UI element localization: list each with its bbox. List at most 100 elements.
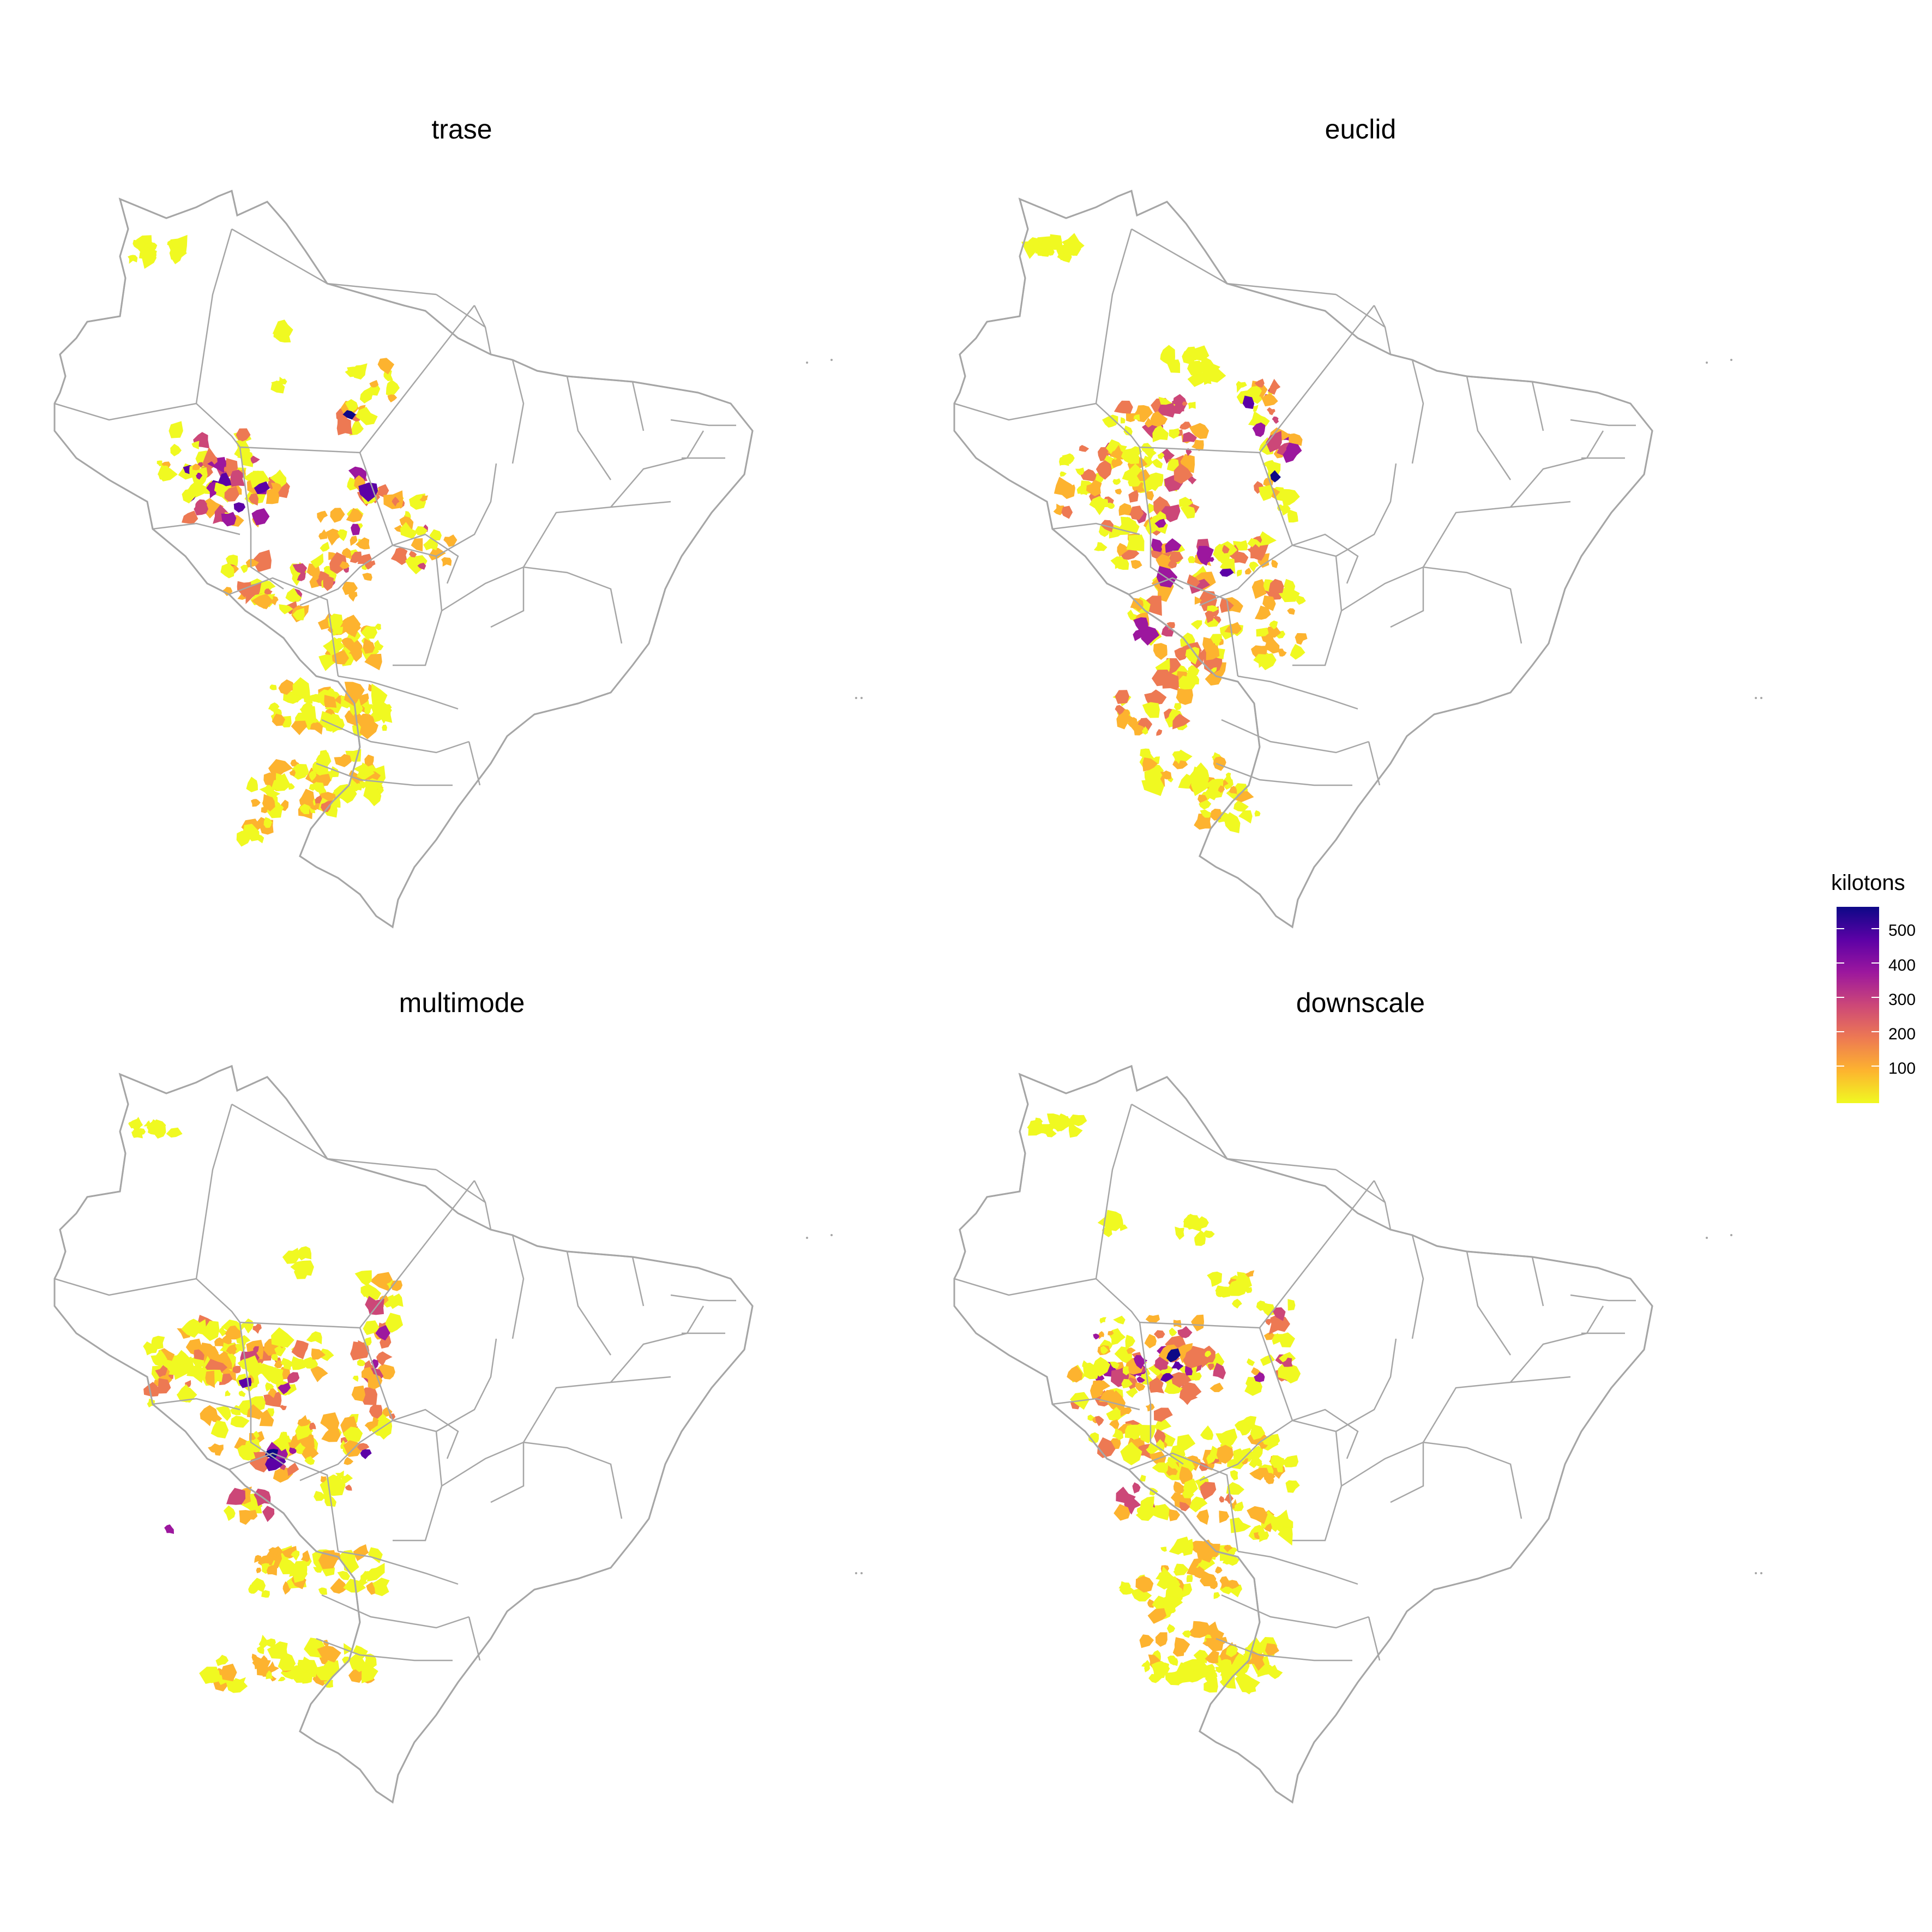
municipality-patch <box>297 573 306 581</box>
municipality-patches <box>128 1117 404 1693</box>
municipality-patch <box>167 240 173 246</box>
municipality-patch <box>1070 1114 1087 1127</box>
municipality-patch <box>1225 1646 1238 1658</box>
municipality-patch <box>1112 1428 1124 1441</box>
municipality-patch <box>1161 504 1181 522</box>
municipality-patch <box>1264 534 1272 542</box>
municipality-patch <box>267 1388 277 1398</box>
municipality-patch <box>356 537 370 550</box>
municipality-patch <box>1120 417 1126 424</box>
municipality-patch <box>1206 1638 1224 1652</box>
municipality-patch <box>369 380 379 388</box>
municipality-patch-high <box>342 410 356 420</box>
municipality-patch <box>1216 1445 1234 1464</box>
state-border <box>1466 1251 1512 1356</box>
municipality-patch <box>1155 1572 1168 1582</box>
municipality-patch <box>1109 1361 1120 1369</box>
state-border <box>359 1180 475 1328</box>
municipality-patch <box>1140 748 1151 759</box>
state-border <box>1411 359 1424 464</box>
state-border <box>231 1103 328 1160</box>
municipality-patch <box>1117 543 1129 557</box>
municipality-patch <box>1153 1330 1165 1339</box>
municipality-patch <box>1122 1366 1130 1376</box>
municipality-patch <box>304 1456 315 1465</box>
island-marker <box>1730 1234 1732 1236</box>
municipality-patch <box>236 428 251 443</box>
municipality-patch <box>350 777 358 791</box>
municipality-patch <box>276 326 290 337</box>
municipality-patch <box>318 529 328 540</box>
municipality-patch <box>1289 433 1303 446</box>
municipality-patch <box>209 456 218 465</box>
state-border <box>1292 556 1343 666</box>
state-border <box>1139 1322 1184 1465</box>
state-border <box>1292 1409 1359 1459</box>
municipality-patch-high <box>1154 519 1166 528</box>
municipality-patch <box>237 1355 258 1370</box>
municipality-patch <box>1092 1357 1111 1377</box>
municipality-patch <box>1200 1482 1217 1500</box>
municipality-patch <box>1187 476 1197 485</box>
municipality-patch <box>361 1662 378 1683</box>
state-border <box>327 1158 437 1171</box>
municipality-patch <box>133 239 146 251</box>
state-border <box>1096 1278 1260 1329</box>
state-border <box>1466 376 1512 480</box>
state-borders <box>54 228 736 786</box>
municipality-patch <box>151 1349 167 1367</box>
municipality-patch <box>364 653 382 671</box>
municipality-patch <box>266 1670 273 1680</box>
municipality-patch <box>158 465 178 482</box>
municipality-patch <box>1095 1416 1104 1427</box>
municipality-patch <box>1172 713 1191 730</box>
municipality-patch <box>348 592 358 602</box>
municipality-patch <box>1150 411 1168 427</box>
municipality-patch <box>408 551 417 558</box>
municipality-patch <box>364 714 375 727</box>
municipality-patch <box>419 495 429 502</box>
state-border <box>321 719 470 754</box>
municipality-patch <box>271 381 281 388</box>
municipality-patch <box>1171 1372 1192 1388</box>
state-border <box>490 567 525 628</box>
state-border <box>321 1594 470 1629</box>
municipality-patch <box>1140 1496 1154 1513</box>
municipality-patch <box>1182 431 1197 443</box>
municipality-patch <box>361 1367 374 1381</box>
municipality-patch <box>306 1331 322 1345</box>
municipality-patch <box>1236 381 1247 393</box>
municipality-patch <box>259 1409 274 1427</box>
municipality-patch <box>374 640 384 651</box>
municipality-patch <box>376 786 384 794</box>
municipality-patch <box>1060 471 1067 477</box>
municipality-patch <box>428 547 446 561</box>
municipality-patch <box>237 1445 256 1461</box>
municipality-patch <box>203 1668 220 1683</box>
municipality-patch <box>1120 1224 1128 1231</box>
municipality-patch <box>1179 497 1194 507</box>
municipality-patch <box>1273 1457 1284 1468</box>
municipality-patch <box>1190 620 1202 630</box>
municipality-patch <box>367 1563 385 1582</box>
municipality-patch <box>1156 1670 1166 1678</box>
municipality-patch <box>230 1416 250 1428</box>
municipality-patch <box>274 1345 283 1356</box>
municipality-patch <box>1247 544 1262 559</box>
municipality-patch <box>1205 610 1214 623</box>
municipality-patch <box>1121 448 1140 464</box>
municipality-patch <box>1203 1230 1215 1238</box>
municipality-patch <box>1053 1116 1072 1132</box>
municipality-patch <box>1112 1334 1123 1343</box>
municipality-patch <box>1126 411 1136 422</box>
municipality-patch <box>297 1415 311 1427</box>
municipality-patch <box>329 552 347 574</box>
municipality-patch <box>225 1390 231 1397</box>
municipality-patch <box>1115 690 1130 704</box>
municipality-patch <box>1080 468 1097 482</box>
municipality-patch <box>239 1510 254 1525</box>
municipality-patch <box>1224 622 1242 634</box>
municipality-patch <box>1267 407 1275 416</box>
municipality-patch <box>1223 1544 1233 1552</box>
